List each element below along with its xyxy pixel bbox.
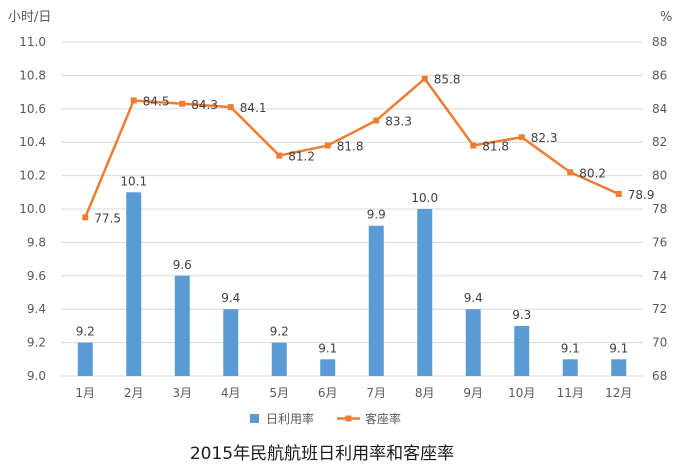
line-data-label: 85.8 — [434, 73, 461, 87]
x-tick-label: 11月 — [557, 386, 584, 400]
bar-data-label: 9.1 — [609, 341, 628, 355]
legend: 日利用率 客座率 — [250, 411, 401, 426]
bar-data-label: 10.1 — [120, 174, 147, 188]
y-left-tick-label: 9.0 — [27, 369, 46, 383]
y-right-tick-label: 88 — [652, 35, 667, 49]
line-data-label: 82.3 — [531, 131, 558, 145]
line-marker — [421, 75, 428, 82]
line-data-label: 84.1 — [240, 101, 267, 115]
y-right-tick-label: 80 — [652, 169, 667, 183]
line-marker — [227, 104, 234, 111]
bar — [126, 192, 142, 376]
bar-data-label: 9.3 — [512, 308, 531, 322]
chart-title: 2015年民航航班日利用率和客座率 — [190, 444, 454, 464]
y-left-tick-label: 10.0 — [19, 202, 46, 216]
y-left-tick-label: 9.8 — [27, 235, 46, 249]
bar-data-label: 9.2 — [76, 325, 95, 339]
y-right-tick-label: 72 — [652, 302, 667, 316]
y-left-tick-label: 9.4 — [27, 302, 46, 316]
line-marker — [179, 100, 186, 107]
bar-data-label: 9.9 — [367, 208, 386, 222]
bar-data-label: 9.6 — [173, 258, 192, 272]
line-marker — [324, 142, 331, 149]
legend-label-line: 客座率 — [365, 411, 401, 426]
bar-data-label: 9.1 — [318, 341, 337, 355]
line-marker — [82, 214, 89, 221]
y-right-tick-label: 76 — [652, 235, 667, 249]
x-tick-label: 5月 — [269, 386, 289, 400]
bar-data-label: 9.1 — [561, 341, 580, 355]
y-left-axis: 9.0 9.2 9.4 9.6 9.8 10.0 10.2 10.4 10.6 10.8 11.0 — [19, 35, 46, 383]
line-marker — [615, 190, 622, 197]
x-tick-label: 8月 — [415, 386, 435, 400]
line-series: 77.5 84.5 84.3 84.1 81.2 81.8 83.3 85.8 81.8 82.3… — [82, 73, 655, 225]
bar — [271, 342, 287, 376]
legend-label-bar: 日利用率 — [266, 411, 314, 426]
y-right-tick-label: 78 — [652, 202, 667, 216]
line-marker — [130, 97, 137, 104]
y-left-tick-label: 10.8 — [19, 68, 46, 82]
line-data-label: 78.9 — [628, 188, 655, 202]
line-marker — [518, 134, 525, 141]
y-left-tick-label: 10.6 — [19, 102, 46, 116]
bar — [77, 342, 93, 376]
bar-data-label: 9.2 — [270, 325, 289, 339]
gridlines — [61, 41, 643, 377]
bar-data-label: 10.0 — [411, 191, 438, 205]
y-right-tick-label: 86 — [652, 68, 667, 82]
y-left-tick-label: 9.6 — [27, 269, 46, 283]
bar — [320, 359, 336, 376]
y-right-axis: 68 70 72 74 76 78 80 82 84 86 88 — [652, 35, 667, 383]
x-tick-label: 10月 — [508, 386, 535, 400]
bar — [417, 209, 433, 376]
x-tick-label: 12月 — [605, 386, 632, 400]
line-data-label: 83.3 — [385, 114, 412, 128]
line-marker — [276, 152, 283, 159]
y-right-unit-label: % — [660, 10, 672, 25]
x-tick-label: 1月 — [75, 386, 95, 400]
x-tick-label: 3月 — [172, 386, 192, 400]
line-marker — [470, 142, 477, 149]
legend-marker-line — [345, 415, 352, 422]
bar — [514, 325, 530, 376]
line-path — [84, 77, 620, 218]
y-left-tick-label: 10.4 — [19, 135, 46, 149]
x-tick-label: 7月 — [366, 386, 386, 400]
y-right-tick-label: 84 — [652, 102, 667, 116]
bar — [174, 275, 190, 376]
bar-data-label: 9.4 — [221, 291, 240, 305]
x-axis: 1月 2月 3月 4月 5月 6月 7月 8月 9月 10月 11月 12月 — [75, 386, 632, 400]
line-data-label: 77.5 — [94, 211, 121, 225]
bar-data-label: 9.4 — [464, 291, 483, 305]
y-right-tick-label: 68 — [652, 369, 667, 383]
line-data-label: 84.5 — [143, 94, 170, 108]
y-right-tick-label: 70 — [652, 336, 667, 350]
bar — [223, 309, 239, 376]
y-right-tick-label: 74 — [652, 269, 667, 283]
x-tick-label: 4月 — [221, 386, 241, 400]
y-right-tick-label: 82 — [652, 135, 667, 149]
x-tick-label: 6月 — [318, 386, 338, 400]
line-data-label: 84.3 — [191, 98, 218, 112]
line-marker — [567, 169, 574, 176]
bar-series: 9.2 10.1 9.6 9.4 9.2 9.1 9.9 10.0 9.4 9.3 9.1 9.1 — [76, 174, 628, 376]
legend-swatch-bar — [250, 414, 259, 423]
line-data-label: 81.8 — [337, 140, 364, 154]
line-data-label: 81.2 — [288, 150, 315, 164]
x-tick-label: 9月 — [463, 386, 483, 400]
bar — [562, 359, 578, 376]
y-left-tick-label: 9.2 — [27, 336, 46, 350]
y-left-tick-label: 11.0 — [19, 35, 46, 49]
y-left-tick-label: 10.2 — [19, 169, 46, 183]
line-data-label: 81.8 — [482, 140, 509, 154]
y-left-unit-label: 小时/日 — [8, 10, 51, 25]
bar — [368, 225, 384, 376]
bar — [611, 359, 627, 376]
line-data-label: 80.2 — [579, 166, 606, 180]
x-tick-label: 2月 — [124, 386, 144, 400]
bar — [465, 309, 481, 376]
line-marker — [373, 117, 380, 124]
